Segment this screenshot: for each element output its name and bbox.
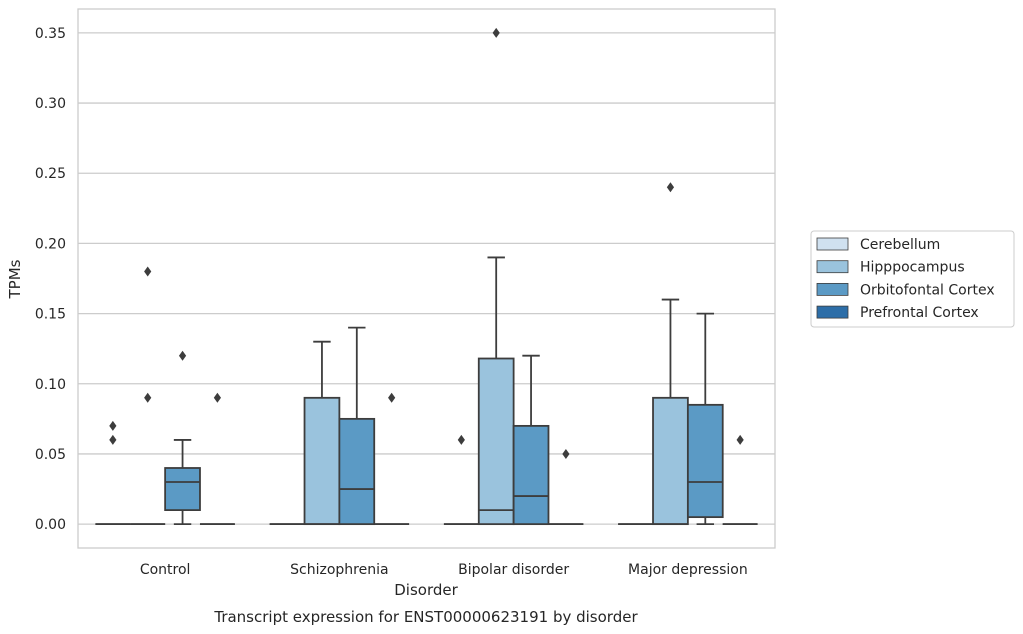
y-tick-label: 0.20 (35, 236, 66, 252)
y-tick-label: 0.35 (35, 26, 66, 42)
box-group (477, 27, 515, 526)
legend-swatch (816, 237, 849, 251)
legend-items: Cerebellum Hipppocampus Orbitofontal Corte… (816, 237, 995, 321)
box-group (548, 448, 584, 526)
x-tick-label: Bipolar disorder (458, 562, 569, 578)
legend-label: Orbitofontal Cortex (860, 282, 995, 298)
box-group (303, 340, 341, 526)
y-tick-label: 0.10 (35, 377, 66, 393)
box-group (443, 434, 479, 526)
box (303, 396, 341, 526)
outlier-point (457, 434, 465, 445)
plot-frame (77, 8, 776, 549)
box-group (130, 266, 166, 526)
box-group (374, 392, 410, 526)
box (477, 357, 515, 526)
x-tick-label: Major depression (628, 562, 748, 578)
box-group (722, 434, 758, 526)
y-tick-label: 0.30 (35, 96, 66, 112)
outlier-point (492, 27, 500, 38)
outlier-point (144, 266, 152, 277)
chart-caption: Transcript expression for ENST0000062319… (213, 608, 638, 626)
x-tick-label: Schizophrenia (290, 562, 388, 578)
y-tick-label: 0.00 (35, 517, 66, 533)
legend-frame (810, 230, 1015, 328)
legend-swatch (816, 305, 849, 319)
box-group (686, 312, 724, 526)
box (338, 417, 376, 526)
legend-label: Cerebellum (860, 237, 940, 253)
y-tick-label: 0.25 (35, 166, 66, 182)
box-group (199, 392, 235, 526)
y-axis-ticks: 0.00 0.05 0.10 0.15 0.20 0.25 0.30 0.35 (35, 26, 66, 533)
box (652, 396, 689, 526)
box (164, 467, 201, 512)
x-axis-ticks: Control Schizophrenia Bipolar disorder Majo… (140, 562, 748, 578)
box-group (652, 182, 689, 526)
box-group (164, 350, 201, 526)
outlier-point (178, 350, 187, 361)
x-tick-label: Control (140, 562, 191, 578)
outlier-point (144, 392, 152, 403)
outlier-point (109, 420, 117, 431)
outlier-point (666, 182, 675, 193)
legend-swatch (816, 282, 849, 296)
x-axis-label: Disorder (394, 581, 458, 599)
box (512, 424, 550, 526)
y-tick-label: 0.05 (35, 447, 66, 463)
box-group (338, 326, 376, 526)
outlier-point (736, 434, 744, 445)
legend-label: Hipppocampus (860, 260, 965, 276)
gridlines (78, 32, 775, 525)
outlier-point (388, 392, 396, 403)
box-series (95, 27, 758, 526)
box-group (95, 420, 131, 526)
box (686, 403, 724, 519)
legend: Cerebellum Hipppocampus Orbitofontal Corte… (810, 230, 1015, 328)
legend-label: Prefrontal Cortex (860, 305, 979, 321)
outlier-point (109, 434, 117, 445)
legend-swatch (816, 260, 849, 274)
outlier-point (213, 392, 221, 403)
y-tick-label: 0.15 (35, 307, 66, 323)
outlier-point (562, 448, 570, 459)
y-axis-label: TPMs (6, 259, 24, 299)
box-group (512, 354, 550, 526)
